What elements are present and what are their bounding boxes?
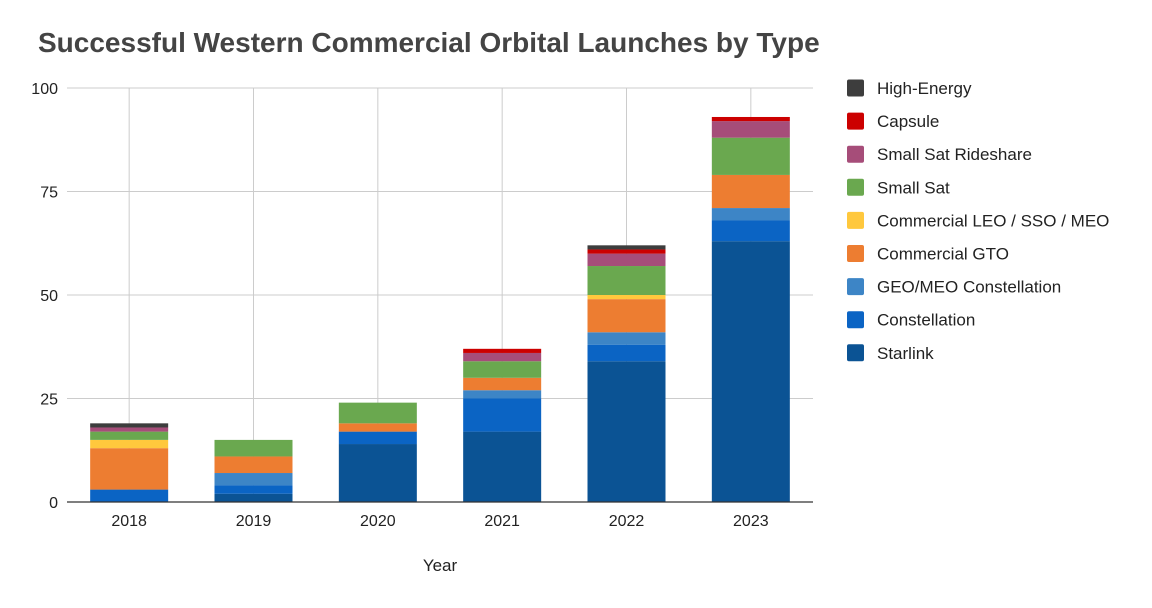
bar-segment xyxy=(90,489,169,502)
bars-group xyxy=(90,116,790,502)
bar-segment xyxy=(711,116,790,122)
legend-swatch xyxy=(847,79,864,97)
bar-segment xyxy=(463,361,542,378)
bar-segment xyxy=(463,398,542,432)
bar-segment xyxy=(338,402,417,424)
x-tick-label: 2023 xyxy=(733,513,769,530)
bar-segment xyxy=(711,220,790,242)
bar-segment xyxy=(711,137,790,175)
bar-segment xyxy=(587,299,666,333)
bar-segment xyxy=(711,121,790,138)
legend-swatch xyxy=(847,145,864,163)
x-axis-title: Year xyxy=(423,556,458,575)
bar-segment xyxy=(711,208,790,221)
bar-segment xyxy=(587,253,666,267)
legend-label: GEO/MEO Constellation xyxy=(877,278,1061,297)
bar-segment xyxy=(711,174,790,209)
axes: 0 25 50 75 100 2018 2019 2020 2021 2022 2023 xyxy=(31,81,813,530)
bar-segment xyxy=(587,361,666,502)
bar-segment xyxy=(214,493,293,502)
bar-segment xyxy=(587,344,666,362)
bar-segment xyxy=(338,423,417,432)
bar-segment xyxy=(463,348,542,353)
bar-segment xyxy=(90,439,169,449)
legend-label: Small Sat Rideshare xyxy=(877,145,1032,164)
bar-segment xyxy=(338,431,417,445)
legend-label: Small Sat xyxy=(877,178,950,197)
bar-segment xyxy=(587,266,666,295)
x-tick-label: 2018 xyxy=(111,513,147,530)
bar-segment xyxy=(90,423,169,428)
y-tick-label: 75 xyxy=(40,185,58,202)
legend-swatch xyxy=(847,112,864,130)
bar-segment xyxy=(587,245,666,250)
legend: High-Energy Capsule Small Sat Rideshare Sma… xyxy=(847,79,1109,363)
bar-segment xyxy=(587,249,666,254)
y-tick-label: 25 xyxy=(40,392,58,409)
legend-swatch xyxy=(847,211,864,229)
x-tick-label: 2020 xyxy=(360,513,396,530)
bar-segment xyxy=(463,352,542,362)
bar-segment xyxy=(214,439,293,457)
y-tick-label: 0 xyxy=(49,495,58,512)
bar-segment xyxy=(463,431,542,502)
bar-segment xyxy=(90,448,169,490)
bar-segment xyxy=(587,332,666,345)
bar-segment xyxy=(214,473,293,486)
bar-segment xyxy=(214,456,293,474)
legend-swatch xyxy=(847,178,864,196)
x-tick-label: 2019 xyxy=(236,513,272,530)
legend-label: Constellation xyxy=(877,311,975,330)
legend-label: Starlink xyxy=(877,344,934,363)
bar-segment xyxy=(587,295,666,300)
gridlines xyxy=(67,87,813,502)
y-tick-label: 100 xyxy=(31,81,58,98)
bar-segment xyxy=(463,390,542,399)
chart-title: Successful Western Commercial Orbital La… xyxy=(38,27,820,58)
bar-segment xyxy=(711,241,790,502)
bar-segment xyxy=(214,485,293,494)
legend-label: High-Energy xyxy=(877,79,972,98)
legend-swatch xyxy=(847,311,864,329)
legend-label: Commercial GTO xyxy=(877,245,1009,264)
legend-label: Capsule xyxy=(877,112,939,131)
bar-segment xyxy=(338,444,417,502)
bar-segment xyxy=(90,427,169,432)
legend-swatch xyxy=(847,344,864,362)
y-tick-label: 50 xyxy=(40,288,58,305)
legend-swatch xyxy=(847,245,864,262)
x-tick-label: 2021 xyxy=(484,513,520,530)
legend-label: Commercial LEO / SSO / MEO xyxy=(877,211,1109,230)
x-tick-label: 2022 xyxy=(609,513,645,530)
legend-swatch xyxy=(847,278,864,296)
bar-segment xyxy=(90,431,169,440)
bar-segment xyxy=(463,377,542,391)
